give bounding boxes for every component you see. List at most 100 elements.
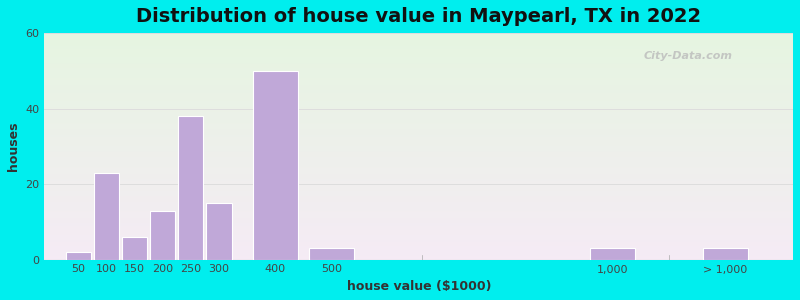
Bar <box>45 77 793 78</box>
Bar <box>45 115 793 116</box>
Bar <box>45 154 793 155</box>
Bar <box>45 159 793 160</box>
Bar <box>45 98 793 99</box>
Bar <box>45 67 793 68</box>
Bar <box>45 247 793 248</box>
Bar <box>45 72 793 73</box>
Bar <box>45 144 793 145</box>
Bar <box>45 44 793 46</box>
Bar <box>45 51 793 52</box>
Bar <box>45 180 793 181</box>
Bar <box>45 38 793 39</box>
Bar <box>45 170 793 171</box>
Bar <box>45 104 793 106</box>
Bar <box>45 102 793 103</box>
Bar <box>45 166 793 167</box>
Bar <box>45 163 793 164</box>
Bar <box>45 254 793 255</box>
Bar <box>45 95 793 97</box>
Bar <box>122 237 147 260</box>
Bar <box>45 238 793 239</box>
Bar <box>45 200 793 201</box>
Bar <box>590 248 635 260</box>
Bar <box>45 185 793 186</box>
Bar <box>45 59 793 60</box>
Bar <box>45 249 793 250</box>
Bar <box>45 187 793 188</box>
Bar <box>45 111 793 112</box>
Bar <box>45 245 793 246</box>
Bar <box>45 82 793 83</box>
Bar <box>45 193 793 194</box>
Bar <box>45 205 793 206</box>
Bar <box>45 61 793 62</box>
Bar <box>206 203 232 260</box>
Bar <box>45 64 793 65</box>
Bar <box>45 135 793 136</box>
Bar <box>45 126 793 127</box>
Bar <box>45 62 793 64</box>
Bar <box>45 109 793 110</box>
Y-axis label: houses: houses <box>7 122 20 171</box>
Bar <box>94 173 119 260</box>
Bar <box>45 73 793 74</box>
Bar <box>45 190 793 192</box>
Bar <box>45 83 793 84</box>
Bar <box>45 194 793 195</box>
Bar <box>45 255 793 256</box>
Bar <box>45 148 793 150</box>
Bar <box>45 88 793 90</box>
Bar <box>45 176 793 177</box>
Bar <box>45 175 793 176</box>
Bar <box>45 239 793 240</box>
Bar <box>45 227 793 228</box>
Bar <box>45 192 793 193</box>
Bar <box>45 152 793 153</box>
Bar <box>45 213 793 214</box>
Bar <box>45 46 793 47</box>
Bar <box>45 243 793 244</box>
Bar <box>45 231 793 232</box>
Bar <box>45 69 793 70</box>
Bar <box>253 71 298 260</box>
Bar <box>45 201 793 202</box>
Bar <box>45 78 793 80</box>
Bar <box>45 179 793 180</box>
Bar <box>45 168 793 169</box>
Bar <box>45 80 793 81</box>
Bar <box>45 33 793 34</box>
Bar <box>45 125 793 126</box>
Bar <box>45 171 793 172</box>
Title: Distribution of house value in Maypearl, TX in 2022: Distribution of house value in Maypearl,… <box>136 7 702 26</box>
Bar <box>45 142 793 143</box>
Bar <box>45 184 793 185</box>
Bar <box>45 90 793 91</box>
Bar <box>45 150 793 151</box>
Bar <box>45 197 793 199</box>
Bar <box>45 106 793 107</box>
Bar <box>45 188 793 189</box>
Bar <box>45 136 793 137</box>
Bar <box>45 123 793 124</box>
Bar <box>45 232 793 234</box>
Bar <box>45 65 793 66</box>
Bar <box>45 173 793 175</box>
Bar <box>45 143 793 144</box>
Bar <box>178 116 203 260</box>
Bar <box>45 35 793 37</box>
Bar <box>45 141 793 142</box>
Bar <box>45 229 793 230</box>
Bar <box>45 217 793 218</box>
Bar <box>45 134 793 135</box>
Bar <box>45 74 793 75</box>
Bar <box>45 119 793 120</box>
Bar <box>45 235 793 236</box>
Bar <box>45 178 793 179</box>
Bar <box>45 76 793 77</box>
Bar <box>45 164 793 166</box>
Bar <box>45 130 793 132</box>
Bar <box>45 220 793 221</box>
Bar <box>45 153 793 154</box>
Bar <box>45 224 793 226</box>
Bar <box>45 120 793 122</box>
